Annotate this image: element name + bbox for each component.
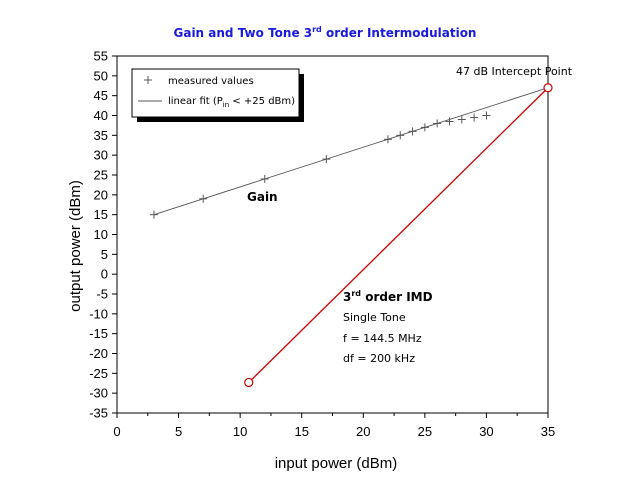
data-point (457, 115, 466, 124)
data-point (408, 127, 417, 136)
data-point (396, 131, 405, 140)
x-tick-label: 15 (294, 424, 308, 439)
legend: measured values linear fit (Pin < +25 dB… (131, 68, 304, 122)
annotation-single-tone: Single Tone (343, 311, 406, 324)
y-tick-label: 0 (101, 267, 108, 282)
chart-title-post: order Intermodulation (322, 26, 477, 40)
y-tick-label: 15 (94, 207, 108, 222)
chart-title-sup: rd (312, 25, 322, 34)
data-point (445, 117, 454, 126)
annotation-imd-sup: rd (351, 289, 361, 298)
y-tick-label: 45 (94, 88, 108, 103)
y-tick-label: -15 (89, 326, 108, 341)
legend-label-measured: measured values (168, 76, 254, 87)
x-tick-label: 25 (418, 424, 432, 439)
y-tick-label: 10 (94, 227, 108, 242)
y-tick-label: 25 (94, 168, 108, 183)
legend-marker-measured (144, 76, 152, 84)
data-point (383, 135, 392, 144)
y-tick-label: -25 (89, 366, 108, 381)
x-axis-label: input power (dBm) (275, 455, 398, 472)
x-tick-label: 30 (479, 424, 493, 439)
y-tick-label: 40 (94, 108, 108, 123)
legend-box (131, 68, 300, 118)
data-point (199, 194, 208, 203)
annotation-df: df = 200 kHz (343, 352, 415, 365)
data-point (322, 155, 331, 164)
intercept-circle (543, 83, 553, 93)
y-tick-label: -20 (89, 346, 108, 361)
annotation-frequency: f = 144.5 MHz (343, 332, 422, 345)
data-point (149, 210, 158, 219)
intercept-circle (244, 377, 254, 388)
y-tick-label: -5 (96, 287, 108, 302)
data-point (433, 119, 442, 128)
y-tick-label: 50 (94, 68, 108, 83)
y-tick-label: 20 (94, 187, 108, 202)
y-tick-label: 55 (94, 49, 108, 64)
data-point (260, 174, 269, 183)
x-tick-label: 10 (233, 424, 247, 439)
y-tick-label: 30 (94, 148, 108, 163)
legend-label-fit-pre: linear fit (P (168, 96, 223, 107)
annotation-imd-post: order IMD (361, 290, 433, 304)
annotation-imd: 3rd order IMD (343, 289, 433, 304)
legend-label-fit-sub: in (223, 101, 229, 109)
legend-label-fit: linear fit (Pin < +25 dBm) (168, 96, 295, 109)
y-tick-label: 5 (101, 247, 108, 262)
intercept-markers (244, 83, 553, 388)
annotation-gain: Gain (247, 190, 278, 204)
series-lines (153, 87, 549, 383)
x-axis-ticks: 0 5 10 15 20 25 30 35 (113, 413, 555, 439)
y-axis-ticks: -35 -30 -25 -20 -15 -10 -5 0 5 10 15 20 25 30 35 40 45 50… (89, 49, 117, 421)
y-axis-label: output power (dBm) (67, 180, 84, 312)
data-point (470, 113, 479, 122)
y-tick-label: -10 (89, 306, 108, 321)
data-point (482, 111, 491, 120)
fit-line (153, 87, 549, 216)
annotation-imd-pre: 3 (343, 290, 351, 304)
annotation-intercept: 47 dB Intercept Point (456, 65, 573, 78)
y-tick-label: -30 (89, 386, 108, 401)
chart-title: Gain and Two Tone 3rd order Intermodulat… (174, 25, 477, 40)
chart-title-pre: Gain and Two Tone 3 (174, 26, 313, 40)
y-tick-label: 35 (94, 128, 108, 143)
y-tick-label: -35 (89, 406, 108, 421)
series-markers (149, 111, 491, 219)
x-tick-label: 0 (113, 424, 120, 439)
imd-line (248, 87, 549, 383)
data-point (420, 123, 429, 132)
x-tick-label: 20 (356, 424, 370, 439)
x-tick-label: 35 (541, 424, 555, 439)
legend-label-fit-post: < +25 dBm) (229, 96, 295, 107)
x-tick-label: 5 (175, 424, 182, 439)
